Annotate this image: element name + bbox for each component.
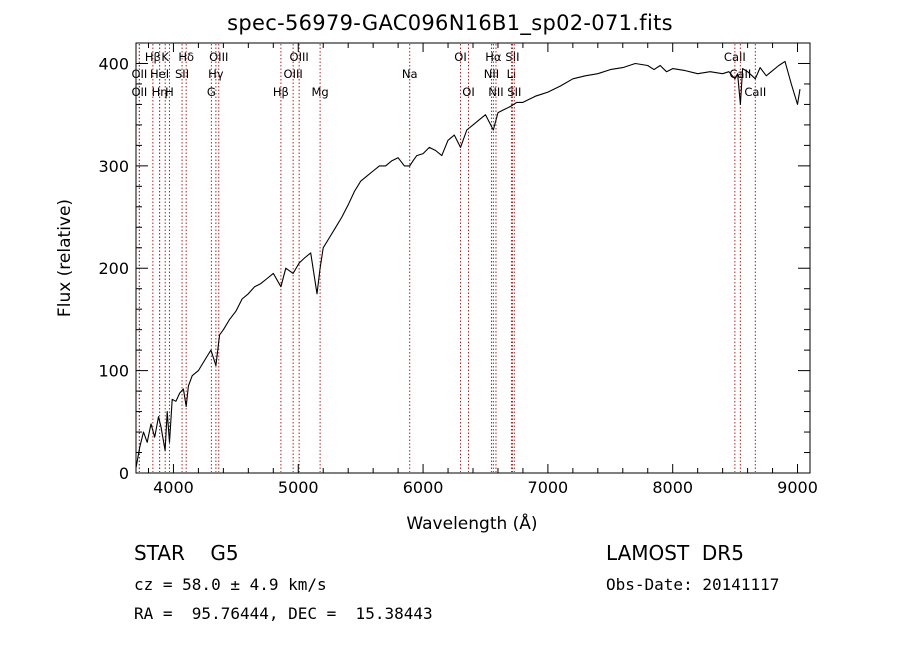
line-markers-layer: Hβ OII OII Hη K HeI H Hδ SII OIII Hγ G OIII OIII Hβ Mg N… xyxy=(131,44,766,472)
line-marker-label: SII xyxy=(505,50,519,64)
line-marker-label: Hγ xyxy=(208,67,224,81)
line-marker-label: OIII xyxy=(284,67,303,81)
line-marker-label: OII xyxy=(131,85,147,99)
plot-frame xyxy=(135,42,811,474)
axes-layer: 4000 5000 6000 7000 8000 9000 0 100 200 300 400 xyxy=(98,43,818,497)
spectrum-line xyxy=(135,60,801,468)
line-marker-label: OII xyxy=(131,67,147,81)
x-axis-label: Wavelength (Å) xyxy=(406,512,537,534)
y-axis-label: Flux (relative) xyxy=(55,199,75,317)
obs-date-label: Obs-Date: 20141117 xyxy=(606,575,780,594)
line-marker-label: Hβ xyxy=(273,85,289,99)
line-marker-label: NII xyxy=(484,67,499,81)
chart-title: spec-56979-GAC096N16B1_sp02-071.fits xyxy=(227,11,673,35)
spectral-class-label: STAR G5 xyxy=(134,541,239,565)
x-tick-label: 5000 xyxy=(278,478,319,497)
line-marker-label: Hη xyxy=(152,85,168,99)
line-marker-label: CaII xyxy=(724,50,746,64)
x-tick-label: 8000 xyxy=(652,478,693,497)
y-tick-label: 100 xyxy=(98,362,129,381)
line-marker-label: H xyxy=(165,85,174,99)
redshift-label: cz = 58.0 ± 4.9 km/s xyxy=(134,575,327,594)
line-marker-label: Hβ xyxy=(145,50,161,64)
y-tick-label: 400 xyxy=(98,54,129,73)
x-tick-label: 7000 xyxy=(528,478,569,497)
line-marker-label: NII xyxy=(488,85,503,99)
line-marker-label: OIII xyxy=(209,50,228,64)
line-marker-label: SII xyxy=(175,67,189,81)
spectrum-layer xyxy=(135,60,801,468)
y-tick-label: 200 xyxy=(98,259,129,278)
x-tick-label: 6000 xyxy=(403,478,444,497)
line-marker-label: G xyxy=(207,85,216,99)
y-tick-label: 300 xyxy=(98,157,129,176)
line-marker-label: Hα xyxy=(485,50,502,64)
survey-label: LAMOST DR5 xyxy=(606,541,744,565)
x-tick-label: 4000 xyxy=(153,478,194,497)
line-marker-label: Mg xyxy=(311,85,328,99)
line-marker-label: SII xyxy=(507,85,521,99)
y-tick-label: 0 xyxy=(119,464,129,483)
line-marker-label: OI xyxy=(462,85,474,99)
coordinates-label: RA = 95.76444, DEC = 15.38443 xyxy=(134,604,433,623)
line-marker-label: OI xyxy=(454,50,466,64)
line-marker-label: Na xyxy=(402,67,418,81)
line-marker-label: CaII xyxy=(729,67,751,81)
line-marker-label: OIII xyxy=(290,50,309,64)
line-marker-label: CaII xyxy=(744,85,766,99)
line-marker-label: K xyxy=(161,50,169,64)
line-marker-label: Li xyxy=(507,67,517,81)
line-marker-label: HeI xyxy=(150,67,169,81)
line-marker-label: Hδ xyxy=(178,50,194,64)
x-tick-label: 9000 xyxy=(777,478,818,497)
